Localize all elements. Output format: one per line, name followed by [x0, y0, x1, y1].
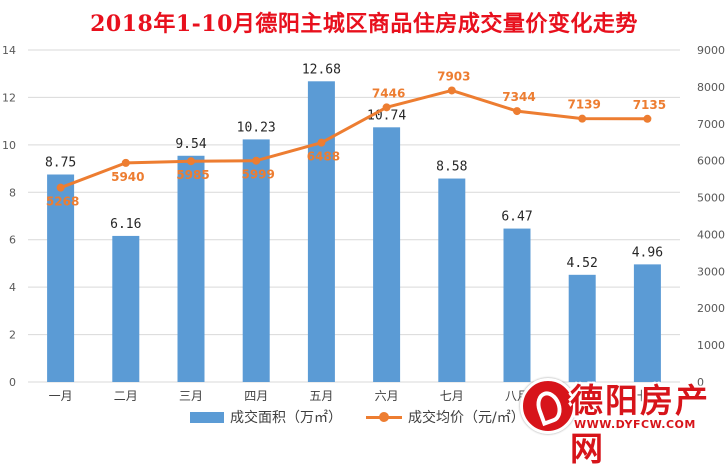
line-data-label: 7139	[567, 98, 600, 112]
bar-data-label: 12.68	[302, 62, 341, 77]
price-point	[252, 156, 261, 165]
line-data-label: 5999	[241, 168, 274, 182]
x-tick-label: 一月	[49, 389, 73, 403]
y-right-tick-label: 6000	[697, 155, 725, 168]
bar-data-label: 10.23	[237, 120, 276, 135]
bar-data-label: 6.16	[110, 217, 141, 232]
bar	[242, 139, 270, 382]
price-point	[317, 138, 326, 147]
y-left-tick-label: 6	[9, 234, 16, 247]
y-right-tick-label: 8000	[697, 81, 725, 94]
line-data-label: 7446	[372, 86, 405, 100]
bar	[633, 264, 661, 382]
y-right-tick-label: 0	[697, 376, 704, 389]
bar	[438, 178, 466, 382]
legend-item-price: 成交均价（元/㎡）	[366, 407, 525, 427]
bar	[47, 174, 75, 382]
x-tick-label: 七月	[440, 389, 464, 403]
y-left-tick-label: 12	[2, 91, 16, 104]
price-point	[643, 114, 652, 123]
line-data-label: 5268	[46, 195, 79, 209]
x-tick-label: 三月	[179, 389, 203, 403]
x-tick-label: 六月	[375, 389, 399, 403]
price-point	[578, 114, 587, 123]
bar	[568, 274, 596, 382]
y-left-tick-label: 4	[9, 281, 16, 294]
y-right-tick-label: 4000	[697, 228, 725, 241]
y-left-tick-label: 10	[2, 139, 16, 152]
chart-title: 2018年1-10月德阳主城区商品住房成交量价变化走势	[90, 11, 638, 37]
chart-container: 2018年1-10月德阳主城区商品住房成交量价变化走势 0 2 4 6 8 10 12 14 0…	[0, 0, 728, 440]
bar	[112, 235, 140, 382]
line-data-label: 7344	[502, 90, 535, 104]
y-right-tick-label: 7000	[697, 118, 725, 131]
y-right-tick-label: 9000	[697, 44, 725, 57]
bar	[373, 127, 401, 383]
chart-canvas: 0 2 4 6 8 10 12 14 0 1000 2000 3000 4000 5000 6000 7000…	[2, 44, 725, 403]
bar-data-label: 4.96	[632, 245, 663, 260]
y-right-tick-label: 5000	[697, 192, 725, 205]
x-tick-label: 五月	[309, 389, 333, 403]
y-left-tick-label: 2	[9, 329, 16, 342]
x-tick-label: 二月	[114, 389, 138, 403]
legend-swatch-line	[366, 411, 402, 423]
chart-legend: 成交面积（万㎡） 成交均价（元/㎡）	[190, 405, 549, 429]
y-right-tick-label: 1000	[697, 339, 725, 352]
y-left-tick-label: 8	[9, 186, 16, 199]
y-right-tick-label: 3000	[697, 265, 725, 278]
price-point	[382, 103, 391, 112]
bar	[503, 228, 531, 382]
legend-label-price: 成交均价（元/㎡）	[408, 410, 525, 426]
x-tick-label: 十月	[635, 389, 659, 403]
bar	[177, 155, 205, 382]
price-point	[121, 158, 130, 167]
y-left-tick-label: 14	[2, 44, 16, 57]
legend-label-area: 成交面积（万㎡）	[230, 410, 342, 426]
line-data-label: 5940	[111, 170, 144, 184]
x-tick-label: 九月	[570, 389, 594, 403]
legend-swatch-bar	[190, 411, 224, 423]
line-data-label: 5985	[176, 168, 209, 182]
price-point	[447, 86, 456, 95]
price-point	[187, 157, 195, 166]
legend-item-area: 成交面积（万㎡）	[190, 407, 342, 427]
price-line	[60, 88, 648, 190]
watermark: 德阳房产网 WWW.DYFCW.COM	[520, 374, 724, 468]
y-right-tick-label: 2000	[697, 302, 725, 315]
watermark-url: WWW.DYFCW.COM	[574, 418, 696, 431]
y-left-tick-label: 0	[9, 376, 16, 389]
bar-data-label: 4.52	[567, 256, 598, 271]
bar-data-label: 8.75	[45, 156, 76, 171]
line-data-label: 7903	[437, 69, 470, 83]
price-point	[56, 183, 65, 192]
bar-data-label: 8.58	[436, 160, 467, 175]
bar	[307, 81, 335, 382]
x-tick-label: 四月	[244, 389, 268, 403]
bar-data-label: 9.54	[175, 137, 206, 152]
line-data-label: 6488	[307, 150, 340, 164]
bar-data-label: 6.47	[501, 210, 532, 225]
watermark-logo-icon	[520, 378, 576, 434]
price-point	[513, 107, 521, 116]
line-data-label: 7135	[633, 98, 666, 112]
